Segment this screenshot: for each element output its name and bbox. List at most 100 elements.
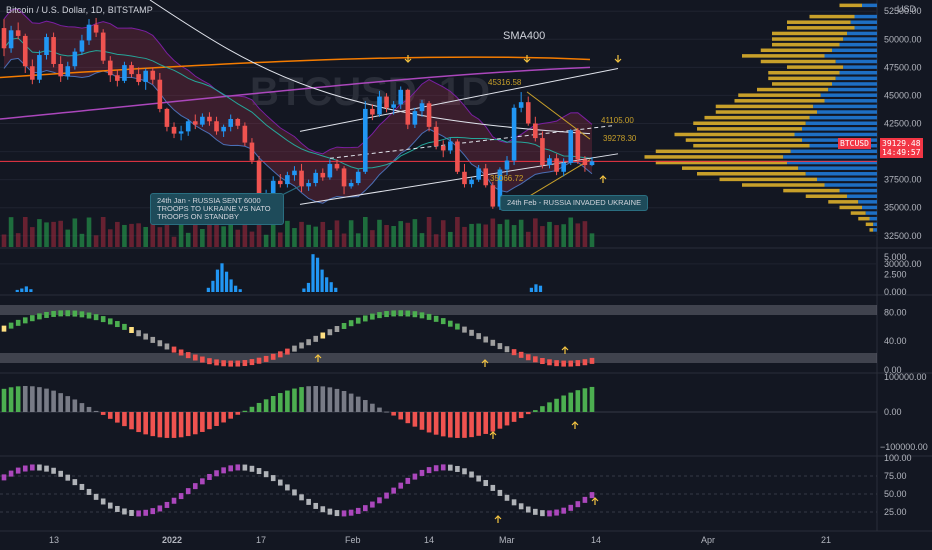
annotation-note-jan[interactable]: 24th Jan - RUSSIA SENT 6000 TROOPS TO UK… [150,193,284,225]
candle-body-70 [497,169,503,207]
volume-bar-35 [249,231,255,247]
osc3-bar-44 [313,502,319,509]
candle-body-41 [292,170,297,176]
osc1-bar-67 [476,333,481,340]
candle-body-39 [277,180,283,185]
volume-axis-tick-2: 0.000 [884,287,907,297]
volume-profile-down-8 [824,54,877,58]
osc3-bar-61 [433,465,439,472]
osc1-bar-4 [30,315,35,322]
osc1-bar-59 [419,312,425,319]
osc3-bar-6 [44,465,49,472]
volume-bar-42 [299,221,304,247]
volume-bar-13 [93,235,99,247]
volume-bar-80 [568,217,574,247]
candle-body-54 [384,96,389,108]
annotation-note-feb[interactable]: 24th Feb - RUSSIA INVADED UKRAINE [500,195,649,211]
osc3-bar-69 [490,484,496,491]
volume-bar-19 [136,223,141,247]
volume-axis-tick-0: 5.000 [884,252,907,262]
candle-body-15 [107,60,113,76]
volume-profile-up-6 [772,42,840,47]
osc1-bar-26 [185,352,191,359]
osc3-bar-0 [1,474,7,481]
candle-body-81 [575,130,581,160]
volume-profile-up-5 [772,37,844,41]
volume-bar-33 [235,229,241,247]
osc2-axis-tick-0: 100000.00 [884,372,927,382]
osc1-bar-52 [370,313,375,320]
volume-profile-down-38 [873,222,877,227]
osc1-axis-tick-0: 80.00 [884,307,907,317]
osc1-bar-64 [455,323,460,330]
candle-body-8 [58,63,63,77]
osc1-bar-40 [285,348,290,355]
osc2-bar-4 [30,386,35,412]
candle-body-77 [547,158,552,166]
osc1-bar-29 [207,358,212,365]
osc1-bar-24 [171,346,177,353]
volume-profile-up-10 [787,65,844,69]
volume-bar-39 [277,232,283,247]
volume-bar-23 [164,217,170,247]
volume-profile-down-17 [813,104,877,109]
volume-profile-up-17 [715,104,814,109]
osc1-bar-58 [412,311,418,318]
volume-bar-21 [150,220,156,247]
candle-body-80 [568,130,574,163]
volume-bar-47 [334,220,340,247]
volume-bar-54 [384,224,389,247]
signal-arrow-up-1-head [599,175,607,180]
osc3-bar-14 [100,498,106,505]
osc1-bar-21 [150,336,156,343]
osc3-bar-67 [476,475,481,482]
osc3-bar-57 [405,477,411,484]
volume-profile-up-3 [787,26,855,30]
volume-bar-67 [476,223,481,247]
osc3-bar-7 [51,467,56,474]
osc2-bar-24 [171,412,177,438]
candle-body-50 [355,171,361,184]
osc2-bar-83 [589,386,595,412]
osc1-bar-8 [58,310,63,317]
candle-body-9 [65,66,71,77]
osc1-arrow-1-head [314,354,322,359]
osc2-bar-76 [540,406,545,412]
osc1-bar-79 [561,360,566,367]
volume-bar-0 [1,234,7,247]
osc1-bar-47 [334,326,340,333]
osc2-bar-20 [143,412,148,435]
volume-profile-up-1 [809,14,855,19]
osc2-bar-60 [426,412,432,433]
osc2-bar-13 [93,410,99,412]
sma200-line [0,66,591,120]
level-41105-label: 41105.00 [601,116,634,125]
level-39278-label: 39278.30 [603,134,637,143]
osc3-bar-75 [533,508,538,515]
osc1-bar-63 [448,320,453,327]
price-tick-2: 47500.00 [884,62,922,72]
volume-hist-bar-116 [529,287,533,292]
osc1-bar-44 [313,335,319,342]
osc3-bar-50 [355,507,361,514]
candle-body-38 [270,180,276,194]
osc3-bar-47 [334,510,340,517]
symbol-title[interactable]: Bitcoin / U.S. Dollar, 1D, BITSTAMP [6,5,153,15]
osc1-bar-77 [547,359,552,366]
volume-profile-down-5 [843,37,877,41]
osc2-bar-28 [200,412,205,432]
osc2-bar-11 [79,403,85,412]
osc3-bar-13 [93,493,99,500]
candle-body-13 [93,24,99,33]
price-tick-0: 52500.00 [884,6,922,16]
candle-body-27 [192,121,198,125]
volume-profile-up-33 [805,194,847,198]
channel-mid-line [329,125,613,159]
osc2-bar-33 [235,412,241,415]
candle-body-17 [122,65,127,81]
volume-hist-bar-118 [538,285,543,292]
candle-body-69 [490,185,496,207]
osc1-bar-49 [348,320,354,327]
wedge-bottom-line [526,159,591,199]
